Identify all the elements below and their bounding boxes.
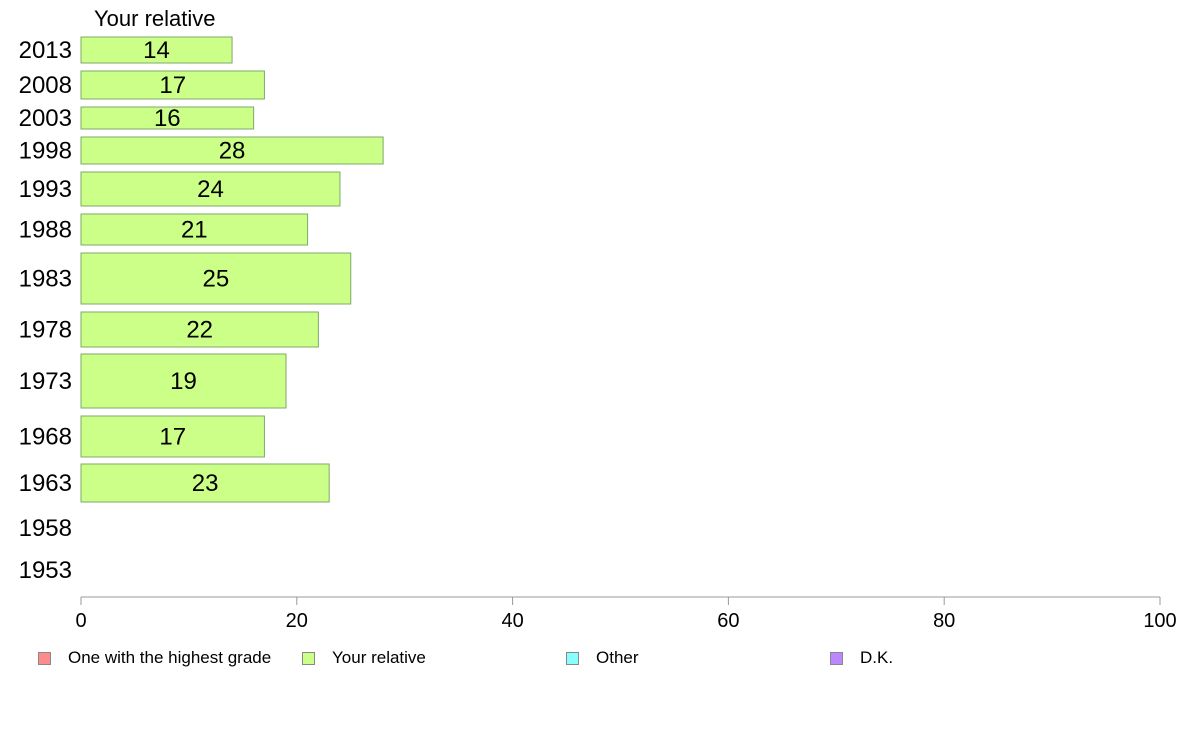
year-label: 1968 [19, 424, 72, 451]
year-label: 1993 [19, 176, 72, 203]
year-label: 1973 [19, 368, 72, 395]
year-label: 2008 [19, 72, 72, 99]
legend-label: One with the highest grade [68, 648, 272, 667]
year-label: 1983 [19, 266, 72, 293]
bar [80, 106, 255, 130]
x-axis: 0 20 40 60 80 100 [75, 596, 1177, 632]
legend-label: D.K. [860, 648, 894, 667]
bar [80, 36, 233, 64]
x-tick-label: 100 [1143, 610, 1176, 632]
bar [80, 70, 265, 100]
bar [80, 171, 341, 207]
bar-value-label: 24 [197, 176, 224, 203]
bars-layer: 2013 14 2008 17 2003 16 1998 28 1993 24 1988 21 1983… [19, 36, 384, 584]
legend-label: Your relative [332, 648, 426, 667]
x-tick-label: 0 [75, 610, 86, 632]
year-label: 1998 [19, 138, 72, 165]
legend-item: D.K. [830, 648, 893, 668]
legend: One with the highest grade Your relative O… [38, 648, 1178, 672]
bar-value-label: 28 [219, 138, 246, 165]
bar [80, 463, 330, 503]
bar-value-label: 14 [143, 37, 170, 64]
x-tick-label: 40 [501, 610, 523, 632]
year-label: 1963 [19, 470, 72, 497]
bar [80, 213, 309, 246]
bar [80, 136, 384, 165]
bar-value-label: 23 [192, 470, 219, 497]
x-tick-label: 20 [286, 610, 308, 632]
year-label: 2013 [19, 37, 72, 64]
bar-value-label: 16 [154, 105, 181, 132]
bar-value-label: 22 [186, 317, 213, 344]
bar [80, 252, 352, 305]
bar-value-label: 25 [203, 266, 230, 293]
legend-swatch [566, 651, 579, 665]
legend-swatch [302, 651, 315, 665]
bar [80, 415, 265, 458]
legend-item: Other [566, 648, 639, 668]
year-label: 1988 [19, 217, 72, 244]
x-tick-label: 80 [933, 610, 955, 632]
bar-chart: Your relative 2013 14 2008 17 2003 16 1998 28 19… [19, 6, 1177, 632]
legend-swatch [38, 651, 51, 665]
bar-value-label: 17 [159, 72, 186, 99]
year-label: 1953 [19, 557, 72, 584]
legend-label: Other [596, 648, 639, 667]
year-label: 2003 [19, 105, 72, 132]
year-label: 1958 [19, 515, 72, 542]
legend-item: One with the highest grade [38, 648, 271, 668]
year-label: 1978 [19, 317, 72, 344]
bar [80, 311, 319, 348]
bar-value-label: 21 [181, 217, 208, 244]
chart-title: Your relative [94, 6, 215, 31]
legend-item: Your relative [302, 648, 426, 668]
bar-value-label: 19 [170, 368, 197, 395]
x-tick-label: 60 [717, 610, 739, 632]
bar [80, 353, 287, 409]
bar-value-label: 17 [159, 424, 186, 451]
legend-swatch [830, 651, 843, 665]
